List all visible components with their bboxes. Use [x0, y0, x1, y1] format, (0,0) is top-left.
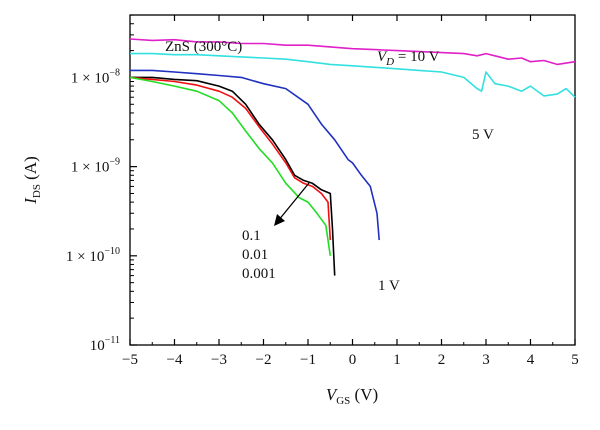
arrow-label-0-001: 0.001: [242, 266, 276, 282]
x-tick-label: 4: [527, 352, 535, 368]
arrow-label-0-1: 0.1: [242, 228, 261, 244]
trend-arrow-head: [274, 214, 285, 226]
series-line-3: [130, 76, 336, 276]
series-line-4: [129, 76, 332, 241]
material-label: ZnS (300°C): [165, 39, 242, 55]
series-line-1: [130, 52, 576, 98]
y-ticks: 1 × 10−8 1 × 10−9 1 × 10−10 10−11: [66, 14, 137, 354]
y-tick-label: 10−11: [90, 335, 120, 354]
x-ticks: −5 −4 −3 −2 −1 0 1 2 3 4 5: [122, 15, 579, 368]
y-tick-label: 1 × 10−8: [71, 67, 120, 86]
plot-frame: [129, 14, 576, 346]
x-tick-label: 2: [438, 352, 446, 368]
y-tick-label: 1 × 10−9: [71, 157, 120, 176]
x-tick-label: 5: [571, 352, 579, 368]
vd-label: VD = 10 V: [377, 49, 440, 68]
x-tick-label: 3: [482, 352, 490, 368]
arrow-label-0-01: 0.01: [242, 247, 268, 263]
x-tick-label: −1: [300, 352, 316, 368]
x-tick-label: −3: [211, 352, 227, 368]
series-line-0: [129, 38, 576, 66]
series-group: [129, 38, 576, 276]
trend-arrow-line: [277, 182, 310, 222]
x-axis-title: VGS (V): [326, 385, 378, 407]
x-tick-label: −4: [167, 352, 183, 368]
series-line-5: [129, 76, 332, 256]
y-axis-title: IDS (A): [21, 156, 43, 205]
label-1v: 1 V: [378, 278, 400, 294]
label-5v: 5 V: [472, 127, 494, 143]
series-line-2: [130, 69, 380, 241]
x-tick-label: 1: [393, 352, 401, 368]
x-tick-label: −5: [122, 352, 138, 368]
x-tick-label: −2: [256, 352, 272, 368]
x-tick-label: 0: [349, 352, 357, 368]
y-tick-label: 1 × 10−10: [66, 246, 120, 265]
